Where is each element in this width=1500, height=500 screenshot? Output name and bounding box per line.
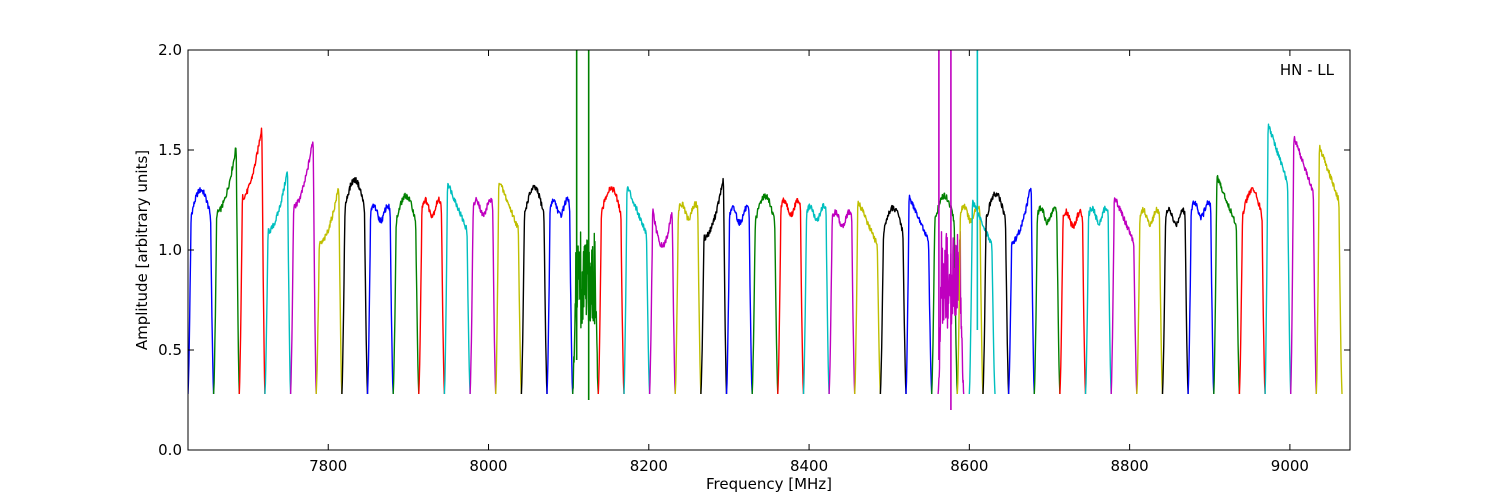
series-band-26 (828, 209, 856, 395)
series-band-32 (956, 203, 984, 395)
x-tick-label: 9000 (1271, 457, 1309, 475)
series-band-43 (1213, 174, 1241, 395)
series-band-45 (1264, 123, 1292, 395)
series-band-28 (879, 204, 907, 395)
x-tick-label: 8800 (1111, 457, 1149, 475)
x-tick-label: 8400 (790, 457, 828, 475)
series-band-40 (1136, 206, 1164, 395)
spike-layer (575, 50, 979, 410)
series-band-12 (469, 196, 497, 395)
series-band-35 (1007, 187, 1035, 395)
series-band-9 (392, 192, 420, 395)
y-axis-title: Amplitude [arbitrary units] (133, 150, 151, 350)
series-band-7 (341, 177, 369, 395)
series-band-14 (520, 184, 548, 395)
y-tick-label: 1.0 (158, 241, 182, 259)
series-band-41 (1161, 206, 1189, 395)
series-band-42 (1187, 200, 1215, 395)
x-tick-label: 7800 (309, 457, 347, 475)
chart-annotation: HN - LL (1280, 61, 1335, 79)
series-layer (188, 123, 1343, 395)
series-band-44 (1238, 187, 1266, 395)
series-band-22 (725, 204, 753, 395)
series-band-19 (648, 208, 676, 395)
plot-background (188, 50, 1350, 450)
series-band-18 (623, 186, 651, 395)
x-tick-label: 8600 (950, 457, 988, 475)
series-band-38 (1084, 205, 1112, 395)
series-band-30 (931, 192, 958, 395)
series-band-36 (1033, 205, 1061, 395)
series-band-24 (777, 197, 805, 395)
y-tick-label: 0.0 (158, 441, 182, 459)
series-band-47 (1315, 144, 1343, 395)
series-band-21 (700, 177, 728, 395)
series-band-33 (968, 199, 996, 395)
series-band-8 (366, 203, 394, 395)
series-band-5 (289, 141, 317, 395)
series-band-34 (982, 191, 1010, 395)
series-band-29 (905, 194, 933, 395)
y-tick-label: 1.5 (158, 141, 182, 159)
series-band-37 (1059, 208, 1087, 395)
x-tick-label: 8200 (630, 457, 668, 475)
y-tick-label: 0.5 (158, 341, 182, 359)
ticks-layer: 7800 8000 8200 8400 8600 8800 9000 0.0 0.5 1.0 1.5… (158, 41, 1350, 475)
series-band-6 (315, 188, 343, 395)
series-band-23 (751, 193, 779, 395)
series-band-46 (1290, 135, 1317, 395)
series-band-1 (188, 187, 215, 395)
series-band-20 (674, 201, 702, 395)
series-band-4 (264, 171, 292, 395)
y-tick-label: 2.0 (158, 41, 182, 59)
series-band-11 (443, 182, 471, 395)
series-band-15 (546, 196, 574, 395)
series-band-10 (418, 196, 446, 395)
x-tick-label: 8000 (469, 457, 507, 475)
x-axis-title: Frequency [MHz] (706, 475, 832, 493)
series-band-3 (238, 127, 266, 395)
series-band-2 (212, 147, 240, 395)
series-band-27 (854, 200, 882, 395)
series-band-25 (802, 203, 830, 395)
series-band-17 (597, 186, 625, 395)
series-band-39 (1110, 197, 1138, 395)
series-band-13 (495, 182, 523, 395)
